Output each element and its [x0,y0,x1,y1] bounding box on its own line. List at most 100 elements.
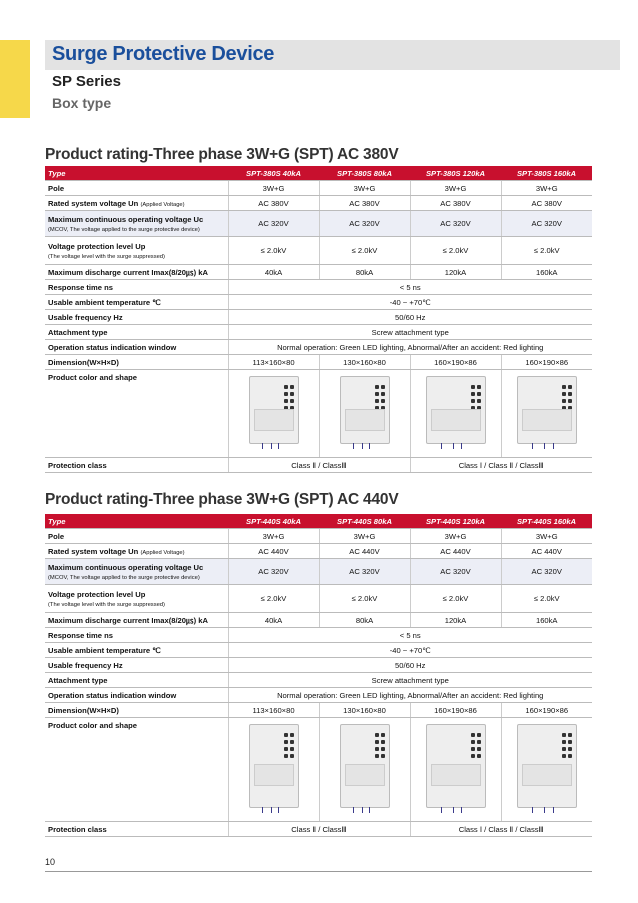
row-label: Rated system voltage Un (Applied Voltage… [45,195,228,211]
wire [532,807,534,813]
indicator [470,747,475,751]
label-text: Maximum discharge current Imax(8/20㎲) kA [48,267,208,277]
indicator [289,747,294,751]
cell: 130×160×80 [318,702,410,718]
cell: 3W+G [318,180,410,196]
cell: 3W+G [500,180,592,196]
subtitle: Box type [52,95,112,111]
label-text: Attachment type [48,327,108,337]
spec-row: Usable ambient temperature ℃ -40 ~ +70℃ [45,642,592,658]
label-text: Rated system voltage Un [48,198,139,208]
cell: AC 440V [318,543,410,559]
spec-row: Maximum discharge current Imax(8/20㎲) kA… [45,264,592,280]
spec-row: Pole 3W+G 3W+G 3W+G 3W+G [45,528,592,544]
spec-row: Maximum continuous operating voltage Uc (… [45,210,592,237]
row-label: Pole [45,180,228,196]
column-header: SPT-440S 80kA [319,514,410,529]
cell: Class Ⅰ / Class Ⅱ / ClassⅢ [409,457,592,473]
cell: -40 ~ +70℃ [227,294,592,310]
spec-table: Type SPT-380S 40kA SPT-380S 80kA SPT-380S 1… [45,166,592,473]
label-text: Maximum continuous operating voltage Uc [48,562,204,572]
indicator [470,392,475,396]
wire [271,443,273,449]
cell: 3W+G [227,180,319,196]
wire [452,807,454,813]
wire [461,443,463,449]
cell: 130×160×80 [318,354,410,370]
label-text: Usable frequency Hz [48,312,123,322]
spec-row: Operation status indication window Normal… [45,339,592,355]
indicator [561,392,566,396]
row-label: Rated system voltage Un (Applied Voltage… [45,543,228,559]
spec-table: Type SPT-440S 40kA SPT-440S 80kA SPT-440S 1… [45,514,592,837]
row-label: Attachment type [45,672,228,688]
cell: 3W+G [227,528,319,544]
cell: AC 380V [318,195,410,211]
cell: ≤ 2.0kV [409,236,501,265]
indicator [561,747,566,751]
column-header: Type [45,514,228,529]
cell: AC 320V [409,558,501,585]
spec-row: Dimension(W×H×D) 113×160×80 130×160×80 160×… [45,702,592,718]
cell: 3W+G [409,180,501,196]
indicator [374,385,379,389]
cell: 120kA [409,264,501,280]
indicator [476,740,481,744]
wire [552,443,554,449]
cell: 50/60 Hz [227,657,592,673]
title: Surge Protective Device [52,43,275,65]
indicator [380,385,385,389]
cell: 120kA [409,612,501,628]
row-label: Dimension(W×H×D) [45,354,228,370]
warning-label [521,764,572,787]
label-text: Product color and shape [48,721,138,730]
indicator [289,754,294,758]
label-text: Usable frequency Hz [48,660,123,670]
wire [352,807,354,813]
cell: ≤ 2.0kV [500,236,592,265]
wire [271,807,273,813]
indicator [470,740,475,744]
spec-row: Attachment type Screw attachment type [45,324,592,340]
spec-row: Dimension(W×H×D) 113×160×80 130×160×80 160×… [45,354,592,370]
spec-row: Product color and shape [45,717,592,822]
label-text: Pole [48,531,65,541]
warning-label [344,408,385,431]
indicator [470,406,475,410]
label-text: Dimension(W×H×D) [48,705,119,715]
cell: Screw attachment type [227,672,592,688]
cell: 160kA [500,264,592,280]
indicator [374,747,379,751]
wire [369,443,371,449]
label-text: Response time ns [48,282,113,292]
indicator [476,747,481,751]
row-label: Voltage protection level Up (The voltage … [45,236,228,265]
wire [261,443,263,449]
cell: AC 440V [500,543,592,559]
indicator [476,385,481,389]
indicator [283,754,288,758]
row-label: Attachment type [45,324,228,340]
row-label: Operation status indication window [45,339,228,355]
wire [352,443,354,449]
indicator [567,754,572,758]
row-label: Maximum continuous operating voltage Uc (… [45,210,228,237]
cell: 40kA [227,612,319,628]
product-image [248,376,299,449]
warning-label [253,408,294,431]
product-image [516,376,577,449]
wire [452,443,454,449]
title-bar [45,40,620,70]
indicator [470,754,475,758]
spec-row: Operation status indication window Normal… [45,687,592,703]
row-label: Usable ambient temperature ℃ [45,294,228,310]
spec-row: Protection class Class Ⅱ / ClassⅢ Class Ⅰ … [45,821,592,837]
indicator [476,406,481,410]
row-label: Usable frequency Hz [45,657,228,673]
warning-label [430,408,481,431]
indicator [561,385,566,389]
label-text: Operation status indication window [48,342,177,352]
indicator [374,733,379,737]
row-label: Pole [45,528,228,544]
indicator [567,747,572,751]
